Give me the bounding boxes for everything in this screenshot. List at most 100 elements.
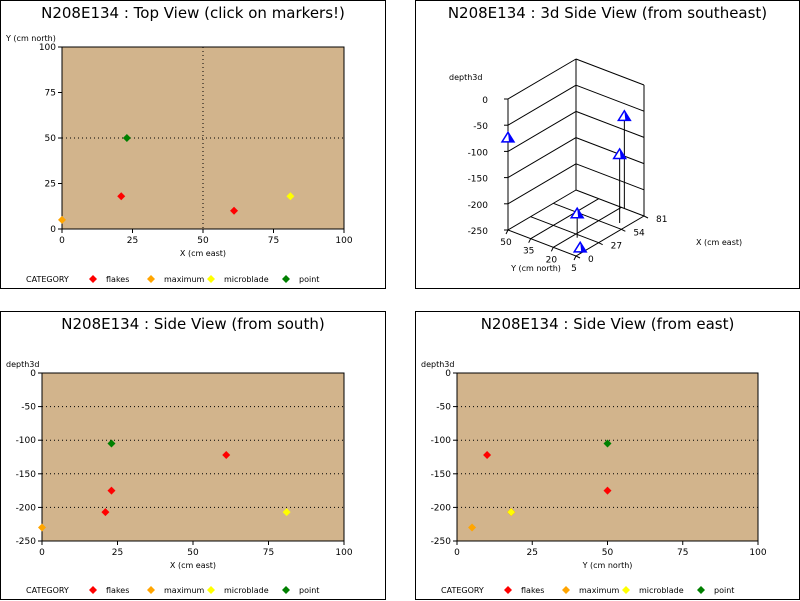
top-legend-label-point: point [299, 275, 319, 284]
top-y-tick-label: 25 [45, 180, 56, 190]
south-y-tick-label: -100 [16, 436, 37, 446]
3d-y-tick-label: 50 [500, 238, 512, 248]
3d-floor-gridline [530, 216, 599, 244]
east-x-tick-label: 0 [454, 548, 460, 558]
east-x-tick-label: 100 [749, 548, 766, 558]
3d-view-chart: 0 -50 -100 -150 -200 -250 depth3d 50 35 20 5 Y (cm … [449, 58, 742, 274]
3d-z-gridline [575, 110, 645, 138]
south-point-flakes [222, 450, 231, 459]
south-y-tick-label: -50 [21, 403, 36, 413]
3d-point-marker-shade [577, 208, 584, 218]
east-view-chart: 0 25 50 75 100 0 -50 -100 -150 -200 -250 Y (cm nort… [421, 360, 767, 595]
3d-z-gridline [507, 110, 577, 152]
3d-y-tick-mark [550, 247, 554, 252]
east-x-tick-label: 50 [602, 548, 614, 558]
3d-x-tick-mark [598, 242, 603, 246]
top-point-maximum[interactable] [58, 215, 66, 224]
east-point-flakes [483, 450, 492, 459]
3d-z-tick-label: -100 [468, 148, 489, 158]
south-view-panel: N208E134 : Side View (from south) 0 25 50 7… [0, 311, 386, 600]
top-legend-label-flakes: flakes [106, 275, 129, 284]
east-legend-label-microblade: microblade [639, 586, 684, 595]
east-legend-label-flakes: flakes [521, 586, 544, 595]
3d-box-edge [507, 229, 577, 257]
south-legend-marker-maximum [147, 586, 155, 594]
3d-y-tick-label: 5 [571, 264, 577, 274]
south-legend-label-flakes: flakes [106, 586, 129, 595]
east-point-microblade [507, 508, 516, 517]
south-x-axis-label: X (cm east) [170, 561, 216, 570]
3d-z-gridline [507, 137, 577, 179]
top-x-tick-label: 50 [197, 236, 209, 246]
3d-z-axis-label: depth3d [449, 73, 482, 82]
3d-z-gridline [575, 163, 645, 191]
top-y-tick-label: 100 [39, 43, 56, 53]
3d-z-gridline [507, 84, 577, 126]
south-view-title: N208E134 : Side View (from south) [61, 315, 325, 333]
south-legend-title: CATEGORY [26, 586, 69, 595]
3d-point-marker-shade [624, 110, 631, 121]
south-legend-marker-point [282, 586, 290, 594]
3d-y-tick-label: 20 [546, 255, 558, 265]
3d-x-tick-label: 27 [611, 242, 622, 252]
east-point-point [603, 439, 612, 448]
east-legend-marker-point [697, 586, 705, 594]
top-legend-marker-maximum [147, 275, 155, 283]
south-legend-marker-flakes [89, 586, 97, 594]
south-y-tick-label: 0 [30, 369, 36, 379]
3d-y-tick-label: 35 [523, 247, 534, 257]
3d-box-edge [575, 215, 645, 257]
east-point-maximum [468, 523, 477, 532]
top-x-tick-label: 75 [268, 236, 279, 246]
3d-y-axis-label: Y (cm north) [510, 264, 561, 273]
east-x-axis-label: Y (cm north) [582, 561, 633, 570]
top-y-tick-label: 50 [45, 134, 57, 144]
3d-z-tick-label: -150 [468, 175, 489, 185]
3d-z-tick-label: 0 [482, 96, 488, 106]
3d-y-tick-mark [573, 255, 577, 261]
south-view-chart: 0 25 50 75 100 0 -50 -100 -150 -200 -250 X (cm east… [6, 360, 353, 595]
east-y-tick-label: -250 [431, 537, 452, 547]
east-y-tick-label: -200 [431, 503, 452, 513]
top-x-axis-label: X (cm east) [180, 249, 226, 258]
3d-z-gridline [575, 84, 645, 112]
top-point-microblade[interactable] [286, 192, 295, 201]
east-x-tick-label: 75 [677, 548, 688, 558]
south-y-tick-label: -250 [16, 537, 37, 547]
south-y-tick-label: -150 [16, 470, 37, 480]
top-y-tick-label: 75 [45, 89, 56, 99]
east-point-flakes [603, 486, 612, 495]
east-y-axis-label: depth3d [421, 360, 454, 369]
south-legend-label-point: point [299, 586, 319, 595]
south-y-tick-label: -200 [16, 503, 37, 513]
3d-floor-gridline [530, 198, 599, 240]
3d-z-tick-label: -200 [468, 201, 489, 211]
top-point-flakes[interactable] [117, 192, 126, 201]
top-legend-marker-flakes [89, 275, 97, 283]
south-point-microblade [282, 508, 291, 517]
3d-z-gridline [575, 137, 645, 165]
east-plot-area [456, 372, 759, 542]
east-y-tick-label: -100 [431, 436, 452, 446]
3d-point-marker-shade [508, 132, 514, 142]
top-view-title: N208E134 : Top View (click on markers!) [41, 4, 345, 22]
3d-box-edge [575, 58, 645, 86]
3d-point-marker-shade [580, 242, 587, 252]
east-y-tick-label: 0 [445, 369, 451, 379]
east-y-tick-label: -150 [431, 470, 452, 480]
3d-z-tick-label: -50 [473, 122, 488, 132]
3d-z-gridline [507, 163, 577, 205]
south-plot-area [41, 372, 345, 542]
east-x-tick-label: 25 [527, 548, 538, 558]
south-legend-label-maximum: maximum [164, 586, 205, 595]
3d-box-edge [507, 189, 577, 231]
top-point-flakes[interactable] [230, 206, 239, 215]
3d-z-tick-label: -250 [468, 227, 489, 237]
south-legend-label-microblade: microblade [224, 586, 269, 595]
south-point-flakes [107, 486, 116, 495]
south-x-tick-label: 0 [39, 548, 45, 558]
3d-y-tick-mark [505, 229, 509, 235]
top-point-point[interactable] [122, 134, 131, 142]
3d-x-tick-label: 54 [633, 228, 645, 238]
south-x-tick-label: 25 [112, 548, 123, 558]
